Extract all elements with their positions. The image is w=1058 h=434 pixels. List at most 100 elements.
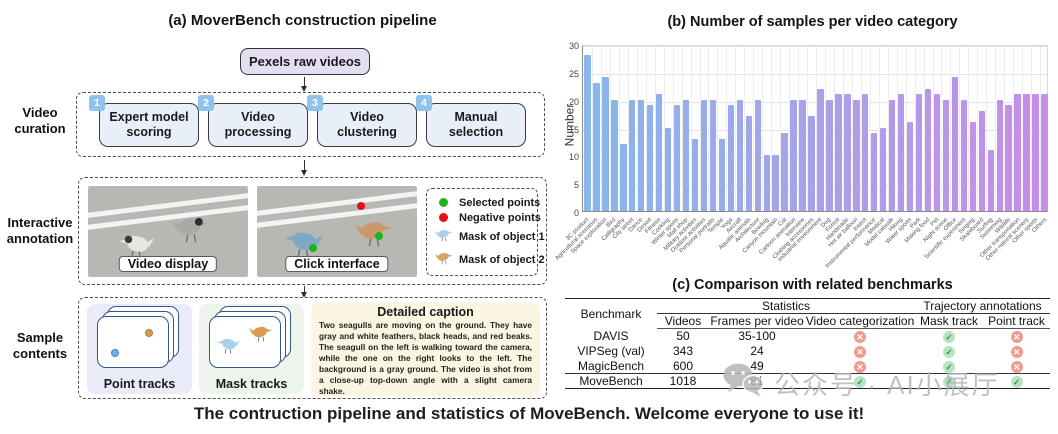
legend-dot-icon (439, 213, 448, 222)
bar (799, 99, 806, 211)
bar (709, 99, 717, 211)
legend-bird-icon (434, 250, 454, 270)
bar (790, 99, 797, 211)
step-label: Video clustering (337, 110, 397, 139)
mask-bird-orange (248, 323, 274, 348)
bar (584, 55, 591, 211)
bar (629, 99, 636, 211)
mask-bird-blue (215, 335, 241, 360)
down-arrow-icon (300, 160, 307, 176)
y-tick-label: 30 (568, 41, 579, 51)
detailed-caption-text: Two seagulls are moving on the ground. T… (319, 320, 532, 397)
bar (924, 88, 932, 211)
bar (996, 99, 1003, 211)
bar (853, 99, 860, 211)
benchmark-name: DAVIS (593, 329, 629, 343)
click-interface-thumbnail: Click interface (257, 186, 417, 277)
bar (664, 127, 672, 211)
bar (700, 99, 708, 211)
point-track-flag: ✕ (983, 359, 1050, 374)
subheader-cell: Video categorization (805, 313, 916, 329)
interactive-annotation-box: Video display Click interface Selected p… (78, 177, 547, 285)
legend-label: Negative points (459, 211, 541, 224)
sample-contents-box: Point tracks Mask tracks Detailed captio… (78, 297, 547, 399)
row-label-video-curation: Video curation (14, 105, 66, 136)
bar (862, 94, 869, 211)
benchmark-name: VIPSeg (val) (577, 344, 645, 358)
point-track-flag: ✓ (983, 373, 1051, 389)
subheader-cell: Point track (983, 313, 1051, 329)
bar (754, 99, 761, 211)
row-label-sample-contents: Sample contents (12, 330, 68, 361)
bar (933, 94, 941, 211)
figure-caption: The contruction pipeline and statistics … (193, 404, 865, 423)
check-icon: ✓ (943, 360, 956, 373)
y-tick-label: 10 (568, 152, 579, 163)
categorization-flag: ✕ (805, 329, 915, 344)
bar (978, 110, 985, 211)
cross-icon: ✕ (1010, 345, 1023, 358)
bar (897, 94, 905, 211)
group-trajectory: Trajectory annotations (915, 298, 1051, 314)
bar (781, 133, 788, 211)
check-icon: ✓ (943, 345, 956, 358)
pexels-source-box: Pexels raw videos (240, 48, 370, 75)
bar (987, 149, 994, 211)
point-track-flag: ✕ (983, 344, 1050, 359)
legend-item: Negative points (434, 212, 541, 224)
check-icon: ✓ (943, 375, 956, 388)
bar (1032, 94, 1039, 211)
step-number-badge: 3 (307, 94, 323, 111)
bar (969, 121, 976, 211)
legend-label: Mask of object 1 (459, 230, 545, 243)
bar (745, 116, 752, 211)
table-subheader-row: Videos Frames per video Video categorizati… (565, 313, 1051, 329)
bar (835, 94, 842, 211)
legend-item: Mask of object 1 (434, 227, 545, 247)
categorization-flag: ✓ (805, 373, 916, 389)
bar (906, 121, 914, 211)
seagull-right (170, 212, 212, 249)
step-label: Manual selection (448, 110, 504, 139)
mask-track-flag: ✓ (915, 359, 983, 374)
video-display-thumbnail: Video display (88, 186, 248, 277)
y-tick-label: 5 (573, 180, 579, 191)
bar (844, 94, 851, 211)
bar (682, 99, 690, 211)
cross-icon: ✕ (1010, 360, 1023, 373)
cross-icon: ✕ (854, 331, 866, 344)
negative-point (357, 202, 365, 210)
subheader-cell: Mask track (915, 313, 984, 329)
bar (880, 127, 887, 211)
legend-label: Selected points (459, 196, 541, 209)
frames-value: 49 (750, 358, 764, 373)
curation-step: 3 Video clustering (307, 94, 417, 147)
videos-value: 50 (676, 329, 690, 344)
step-label: Expert model scoring (109, 110, 189, 139)
step-label: Video processing (224, 110, 292, 139)
watermark: 公众号 · AI小展厅 (722, 362, 1000, 405)
panel-a-title: (a) MoverBench construction pipeline (168, 12, 437, 29)
mask-tracks-label: Mask tracks (215, 377, 288, 391)
categorization-flag: ✕ (805, 359, 915, 374)
masked-seagull-1 (281, 226, 325, 264)
check-icon: ✓ (854, 375, 866, 388)
step-number-badge: 2 (198, 94, 214, 111)
bar (638, 99, 645, 211)
bar (611, 99, 618, 211)
categorization-flag: ✕ (805, 344, 915, 359)
bar (647, 105, 654, 211)
check-icon: ✓ (943, 331, 956, 344)
bar (951, 77, 959, 211)
bar (602, 77, 609, 211)
wechat-icon (722, 362, 764, 405)
bar (888, 99, 896, 211)
table-row: DAVIS 50 35-100 ✕ ✓ ✕ (565, 329, 1050, 344)
video-curation-box: 1 Expert model scoring 2 Video processing… (76, 92, 545, 157)
bar (763, 155, 770, 211)
legend-item: Mask of object 2 (434, 250, 545, 270)
bar-chart-x-labels: 3C product Agricultural scenarios Space ex… (555, 214, 1048, 274)
bar (718, 138, 726, 211)
mask-tracks-panel: Mask tracks (199, 304, 304, 394)
bar (727, 105, 735, 211)
